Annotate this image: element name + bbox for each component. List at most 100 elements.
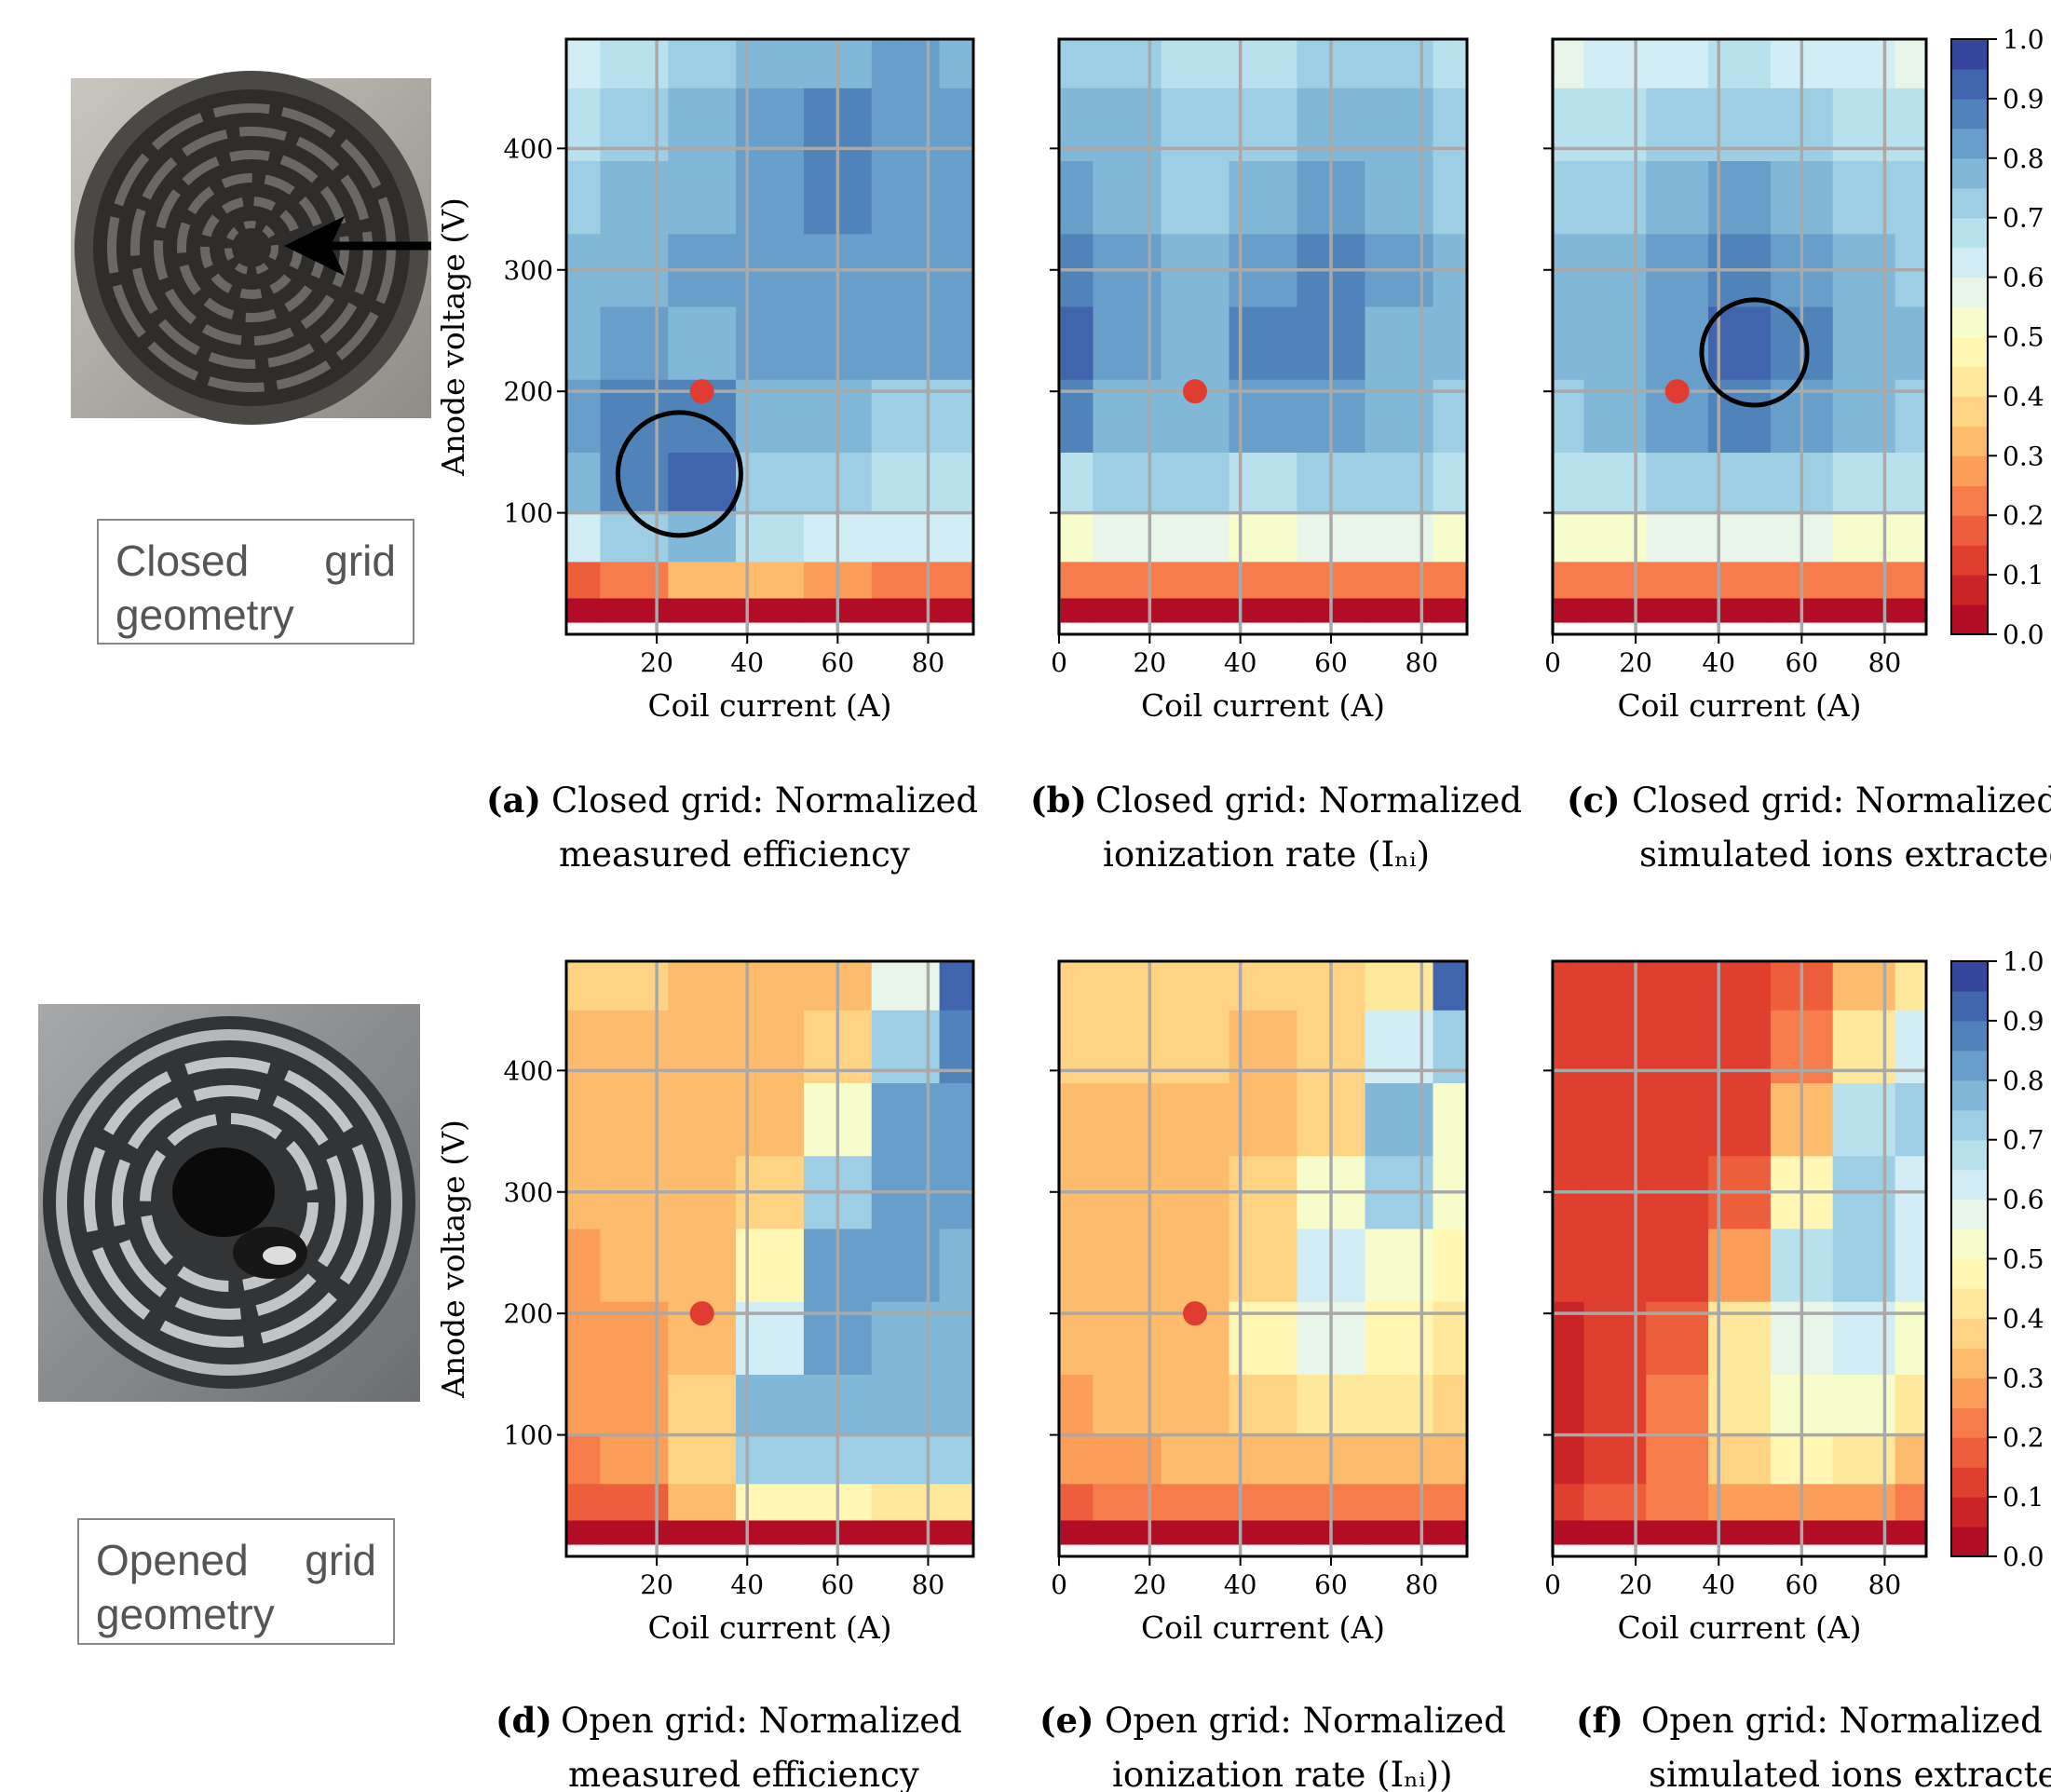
x-tick-label: 80 [1406,1569,1439,1600]
contour-cell [1059,160,1094,235]
colorbar-band [1951,1437,1988,1468]
contour-cell [566,1228,602,1302]
x-tick-label: 40 [1702,647,1735,678]
contour-cell [566,961,602,1011]
plot: 20 40 60 80 100 200 300 400 Coil current (A) Anod… [435,959,975,1792]
contour-cell [668,597,737,623]
x-tick-label: 20 [1619,647,1652,678]
contour-cell [1895,88,1927,162]
contour-cell [939,305,974,380]
colorbar: 0.0 0.1 0.2 0.3 0.4 0.5 0.6 0.7 0.8 0.9 1.0 [1950,24,2044,650]
contour-cell [1161,1010,1230,1084]
contour-cell [1161,961,1230,1011]
x-tick-label: 60 [1314,1569,1348,1600]
colorbar-tick-label: 0.9 [2003,84,2044,115]
contour-cell [1646,1483,1709,1521]
caption-text: simulated ions extracted [1649,1755,2051,1792]
colorbar-band [1951,485,1988,516]
contour-cell [1161,1228,1230,1302]
x-tick-label: 20 [640,647,673,678]
contour-cell [1161,1082,1230,1157]
contour-cell [1646,305,1709,380]
colorbar-band [1951,1348,1988,1378]
x-tick-label: 40 [1702,1569,1735,1600]
caption-text: Open grid: Normalized [561,1701,962,1741]
colorbar-band [1951,455,1988,486]
contour-cell [1161,512,1230,563]
contour-cell [1553,561,1585,599]
colorbar-tick-label: 0.3 [2003,1363,2044,1393]
y-tick-label: 100 [504,498,553,529]
caption-label: (f) [1576,1700,1623,1741]
x-tick-label: 60 [822,1569,855,1600]
contour-cell [1895,1082,1927,1157]
colorbar-band [1951,68,1988,100]
caption-label: (c) [1567,780,1621,821]
contour-cell [1646,1082,1709,1157]
contour-cell [1433,88,1468,162]
contour-cell [939,1374,974,1436]
contour-cell [1161,160,1230,235]
contour-cell [1895,39,1927,88]
contour-cell [566,1434,602,1485]
colorbar-tick-label: 0.2 [2003,500,2044,531]
x-tick-label: 40 [1224,647,1257,678]
contour-cell [1161,1519,1230,1545]
plot-frame [564,959,975,1558]
contour-cell [1895,452,1927,514]
contour-cell [1059,1483,1094,1521]
y-axis-label: Anode voltage (V) [435,1120,471,1399]
colorbar-band [1951,1229,1988,1260]
colorbar-band [1951,426,1988,456]
contour-cell [939,1519,974,1545]
colorbar-band [1951,247,1988,278]
contour-cell [668,1434,737,1485]
contour-cell [939,561,974,599]
contour-cell [1059,561,1094,599]
contour-cell [1895,512,1927,563]
contour-cell [1433,305,1468,380]
colorbar-tick-label: 0.4 [2003,1303,2044,1334]
contour-cell [939,512,974,563]
y-tick-label: 100 [504,1420,553,1451]
x-axis-label: Coil current (A) [647,687,891,724]
contour-cell [1553,39,1585,88]
colorbar-tick-label: 0.8 [2003,143,2044,174]
colorbar-band [1951,1079,1988,1111]
caption-text: measured efficiency [568,1755,919,1792]
contour-cell [1553,512,1585,563]
x-axis-label: Coil current (A) [1141,687,1385,724]
contour-cell [668,1519,737,1545]
colorbar-band [1951,336,1988,368]
y-tick-label: 400 [504,1055,553,1086]
contour-cell [1433,1228,1468,1302]
contour-cell [1646,39,1709,88]
colorbar-tick-label: 1.0 [2003,946,2044,977]
marker [1183,1301,1207,1326]
colorbar-band [1951,39,1988,70]
colorbar-band [1951,604,1988,635]
contour-cell [668,88,737,162]
contour-cell [566,561,602,599]
contour-cell [668,452,737,514]
contour-cell [1646,1434,1709,1485]
plot: 20 40 60 80 100 200 300 400 Coil current (A) Anod… [435,37,978,875]
contour-cell [1646,597,1709,623]
contour-cell [1161,561,1230,599]
y-tick-label: 400 [504,133,553,164]
plot-frame [1057,959,1469,1558]
contour-cell [1161,452,1230,514]
contour-cell [566,1374,602,1436]
geometry-label: Opened grid geometry [77,1518,395,1645]
x-tick-label: 20 [1619,1569,1652,1600]
caption-label: (b) [1030,780,1087,821]
contour-cell [1553,305,1585,380]
contour-cell [1433,512,1468,563]
marker [1183,379,1207,404]
colorbar-tick-label: 0.5 [2003,322,2044,353]
x-tick-label: 60 [1786,647,1819,678]
highlight-circle [1699,297,1810,408]
contour-cell [1646,1228,1709,1302]
open-grid-photo [38,1004,420,1402]
x-axis-label: Coil current (A) [1617,1609,1861,1646]
